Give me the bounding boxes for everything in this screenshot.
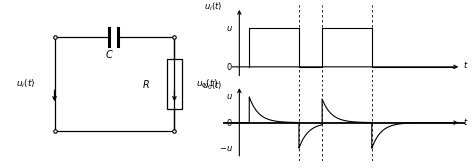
Text: $t$: $t$ [463,116,468,127]
FancyBboxPatch shape [167,59,182,109]
Text: $0$: $0$ [226,117,233,128]
Text: $C$: $C$ [105,48,113,60]
Text: $R$: $R$ [142,78,150,90]
Text: $u_i(t)$: $u_i(t)$ [17,78,36,90]
Text: $u_0(t)$: $u_0(t)$ [196,78,218,90]
Text: $u$: $u$ [226,24,233,33]
Text: $u$: $u$ [226,92,233,101]
Text: $0$: $0$ [226,61,233,72]
Text: $-u$: $-u$ [219,144,233,153]
Text: $t$: $t$ [463,59,468,70]
Text: $u_0(t)$: $u_0(t)$ [202,79,223,92]
Text: $u_i(t)$: $u_i(t)$ [204,1,223,13]
